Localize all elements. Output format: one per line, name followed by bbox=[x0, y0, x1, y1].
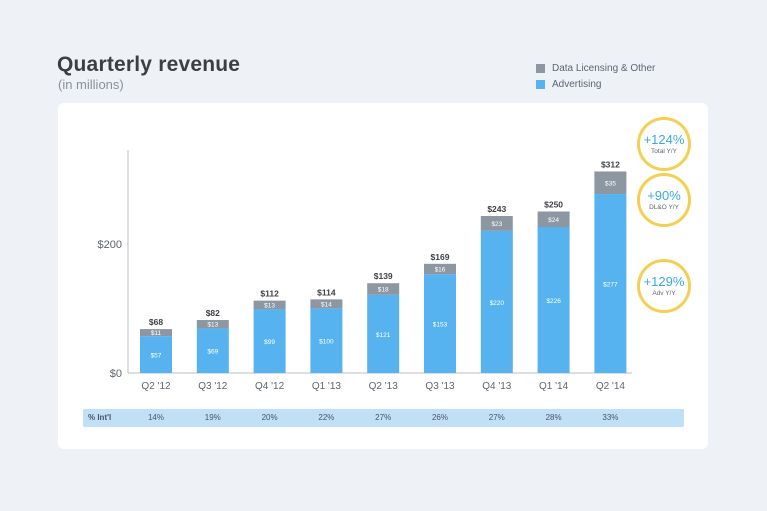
total-value-label: $250 bbox=[544, 200, 563, 210]
advertising-value-label: $277 bbox=[603, 282, 618, 289]
total-value-label: $312 bbox=[601, 159, 620, 169]
legend: Data Licensing & Other Advertising bbox=[536, 60, 655, 92]
licensing-value-label: $35 bbox=[605, 180, 616, 187]
bar-licensing bbox=[367, 283, 400, 295]
x-tick-label: Q2 '12 bbox=[141, 381, 171, 392]
intl-value: 20% bbox=[261, 413, 278, 422]
total-value-label: $82 bbox=[206, 308, 220, 318]
advertising-value-label: $57 bbox=[151, 353, 162, 360]
intl-value: 27% bbox=[488, 413, 505, 422]
licensing-value-label: $18 bbox=[378, 287, 389, 294]
bar-licensing bbox=[253, 300, 286, 310]
bar-licensing bbox=[196, 320, 229, 329]
bar-advertising bbox=[367, 294, 400, 373]
legend-item-licensing: Data Licensing & Other bbox=[536, 60, 655, 76]
advertising-value-label: $121 bbox=[376, 332, 391, 339]
licensing-value-label: $11 bbox=[151, 330, 162, 337]
bar-advertising bbox=[196, 328, 229, 373]
legend-label-advertising: Advertising bbox=[552, 78, 602, 90]
x-tick-label: Q3 '13 bbox=[425, 381, 455, 392]
intl-row bbox=[83, 409, 684, 427]
advertising-value-label: $100 bbox=[319, 339, 334, 346]
bar-licensing bbox=[480, 216, 513, 231]
licensing-value-label: $14 bbox=[321, 301, 332, 308]
bar-advertising bbox=[424, 274, 456, 373]
advertising-value-label: $69 bbox=[207, 349, 218, 356]
dlo-growth-badge: +90% DL&O Y/Y bbox=[637, 173, 691, 227]
bar-licensing bbox=[140, 329, 172, 337]
total-value-label: $169 bbox=[431, 252, 450, 262]
dlo-growth-label: DL&O Y/Y bbox=[649, 203, 679, 211]
x-tick-label: Q2 '13 bbox=[369, 381, 399, 392]
dlo-growth-value: +90% bbox=[647, 187, 681, 203]
total-value-label: $114 bbox=[317, 287, 336, 297]
adv-growth-value: +129% bbox=[643, 273, 685, 289]
bar-licensing bbox=[594, 171, 627, 195]
total-growth-label: Total Y/Y bbox=[651, 147, 677, 155]
total-growth-value: +124% bbox=[643, 131, 685, 147]
bar-licensing bbox=[537, 211, 570, 228]
total-value-label: $112 bbox=[260, 289, 279, 299]
bar-advertising bbox=[140, 336, 172, 373]
bar-advertising bbox=[310, 308, 343, 373]
bar-advertising bbox=[253, 309, 286, 373]
adv-growth-label: Adv Y/Y bbox=[652, 289, 676, 297]
intl-value: 22% bbox=[318, 413, 335, 422]
x-tick-label: Q1 '13 bbox=[312, 381, 342, 392]
intl-value: 14% bbox=[147, 413, 164, 422]
x-tick-label: Q2 '14 bbox=[596, 381, 626, 392]
total-value-label: $243 bbox=[487, 204, 506, 214]
x-tick-label: Q4 '12 bbox=[255, 381, 285, 392]
licensing-value-label: $13 bbox=[207, 322, 218, 329]
chart-title: Quarterly revenue bbox=[57, 53, 241, 76]
adv-growth-badge: +129% Adv Y/Y bbox=[637, 259, 691, 313]
x-tick-label: Q3 '12 bbox=[198, 381, 228, 392]
licensing-value-label: $23 bbox=[491, 221, 502, 228]
advertising-value-label: $99 bbox=[264, 339, 275, 346]
advertising-value-label: $226 bbox=[546, 298, 561, 305]
x-tick-label: Q4 '13 bbox=[482, 381, 512, 392]
advertising-value-label: $153 bbox=[433, 322, 448, 329]
y-tick-label: $200 bbox=[98, 239, 122, 251]
total-growth-badge: +124% Total Y/Y bbox=[637, 117, 691, 171]
total-value-label: $139 bbox=[374, 271, 393, 281]
intl-value: 28% bbox=[545, 413, 562, 422]
total-value-label: $68 bbox=[149, 317, 163, 327]
intl-value: 27% bbox=[375, 413, 392, 422]
chart-subtitle: (in millions) bbox=[58, 77, 124, 92]
legend-label-licensing: Data Licensing & Other bbox=[552, 62, 656, 74]
bar-licensing bbox=[424, 263, 456, 275]
legend-swatch-advertising bbox=[536, 79, 545, 89]
legend-swatch-licensing bbox=[536, 63, 545, 73]
intl-value: 26% bbox=[431, 413, 448, 422]
bar-advertising bbox=[594, 194, 627, 373]
intl-value: 19% bbox=[204, 413, 221, 422]
advertising-value-label: $220 bbox=[490, 300, 505, 307]
y-tick-label: $0 bbox=[110, 368, 122, 380]
bar-advertising bbox=[537, 227, 570, 373]
licensing-value-label: $13 bbox=[264, 302, 275, 309]
licensing-value-label: $24 bbox=[548, 217, 559, 224]
intl-label: % Int'l bbox=[88, 413, 112, 422]
intl-value: 33% bbox=[602, 413, 619, 422]
bar-advertising bbox=[480, 230, 513, 373]
bar-licensing bbox=[310, 299, 343, 309]
licensing-value-label: $16 bbox=[435, 266, 446, 273]
legend-item-advertising: Advertising bbox=[536, 76, 655, 92]
x-tick-label: Q1 '14 bbox=[539, 381, 569, 392]
